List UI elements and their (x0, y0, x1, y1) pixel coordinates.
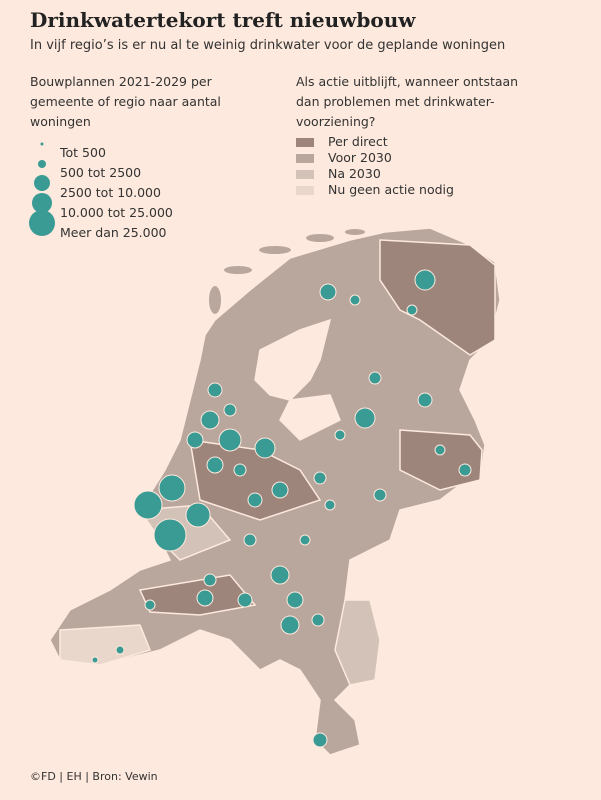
size-legend-symbols (29, 142, 55, 236)
legend-swatch (296, 138, 314, 147)
title: Drinkwatertekort treft nieuwbouw (30, 8, 416, 32)
legend-label: Nu geen actie nodig (328, 182, 454, 197)
status-legend: Als actie uitblijft, wanneer ontstaan dan… (296, 72, 518, 198)
legend-item: Voor 2030 (296, 150, 518, 166)
legend-item: Tot 500 (60, 145, 106, 160)
legend-title-line: gemeente of regio naar aantal (30, 94, 221, 109)
legend-label: Per direct (328, 134, 388, 149)
spacer (30, 132, 221, 143)
legend-title-line: dan problemen met drinkwater- (296, 94, 495, 109)
legend-item: 500 tot 2500 (60, 165, 142, 180)
wadden-islands (209, 229, 365, 314)
legend-swatch (296, 154, 314, 163)
legend-item: Per direct (296, 134, 518, 150)
map-bubbles (91, 269, 472, 748)
legend-item: Nu geen actie nodig (296, 182, 518, 198)
legend-swatch (296, 170, 314, 179)
legend-item: 10.000 tot 25.000 (60, 205, 173, 220)
legend-item: Meer dan 25.000 (60, 225, 167, 240)
legend-label: Voor 2030 (328, 150, 392, 165)
legend-swatch (296, 186, 314, 195)
legend-item: Na 2030 (296, 166, 518, 182)
subtitle: In vijf regio’s is er nu al te weinig dr… (30, 38, 506, 53)
legend-item: 2500 tot 10.000 (60, 185, 161, 200)
legend-label: Na 2030 (328, 166, 381, 181)
legend-title-line: voorziening? (296, 114, 376, 129)
legend-title-line: Bouwplannen 2021-2029 per (30, 74, 212, 89)
legend-title-line: Als actie uitblijft, wanneer ontstaan (296, 74, 519, 89)
source: ©FD | EH | Bron: Vewin (30, 770, 158, 783)
legend-title-line: woningen (30, 114, 91, 129)
size-legend: Bouwplannen 2021-2029 per gemeente of reg… (30, 72, 221, 243)
